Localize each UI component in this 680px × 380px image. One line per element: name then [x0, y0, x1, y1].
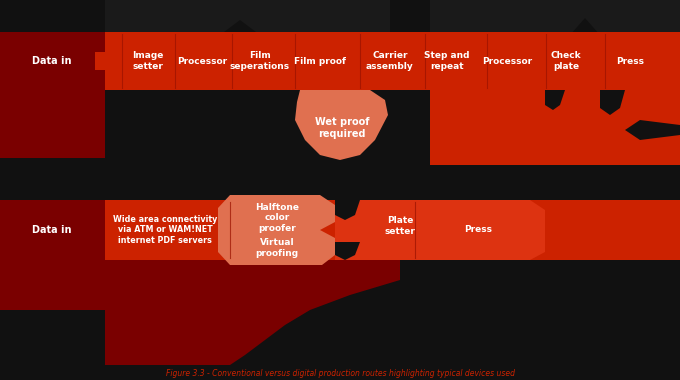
Polygon shape [600, 90, 625, 115]
Text: Halftone
color
proofer: Halftone color proofer [255, 203, 299, 233]
Text: Carrier
assembly: Carrier assembly [366, 51, 414, 71]
Text: Data in: Data in [32, 56, 72, 66]
Polygon shape [430, 0, 680, 35]
Polygon shape [335, 200, 360, 220]
Text: Film proof: Film proof [294, 57, 346, 65]
Polygon shape [335, 242, 360, 260]
Text: Press: Press [464, 225, 492, 234]
Text: Processor: Processor [482, 57, 532, 65]
Text: Wet proof
required: Wet proof required [315, 117, 369, 139]
Polygon shape [105, 0, 390, 35]
Polygon shape [0, 90, 680, 165]
Text: Processor: Processor [177, 57, 227, 65]
Text: Plate
setter: Plate setter [385, 216, 415, 236]
Polygon shape [105, 260, 400, 365]
Text: Image
setter: Image setter [133, 51, 164, 71]
Text: Data in: Data in [32, 225, 72, 235]
Polygon shape [105, 200, 680, 260]
Text: Virtual
proofing: Virtual proofing [256, 238, 299, 258]
Text: Film
seperations: Film seperations [230, 51, 290, 71]
Polygon shape [0, 200, 105, 310]
Text: Press: Press [616, 57, 644, 65]
Polygon shape [95, 52, 122, 70]
Text: Step and
repeat: Step and repeat [424, 51, 470, 71]
Polygon shape [0, 165, 680, 200]
Polygon shape [430, 90, 680, 165]
Polygon shape [218, 195, 335, 265]
Text: Wide area connectivity
via ATM or WAM!NET
internet PDF servers: Wide area connectivity via ATM or WAM!NE… [113, 215, 217, 245]
Polygon shape [0, 32, 105, 158]
Polygon shape [335, 200, 545, 260]
Text: Figure 3.3 - Conventional versus digital production routes highlighting typical : Figure 3.3 - Conventional versus digital… [165, 369, 515, 377]
Polygon shape [295, 90, 388, 160]
Polygon shape [0, 260, 680, 380]
Polygon shape [105, 32, 680, 90]
Text: Check
plate: Check plate [551, 51, 581, 71]
Polygon shape [545, 90, 565, 110]
